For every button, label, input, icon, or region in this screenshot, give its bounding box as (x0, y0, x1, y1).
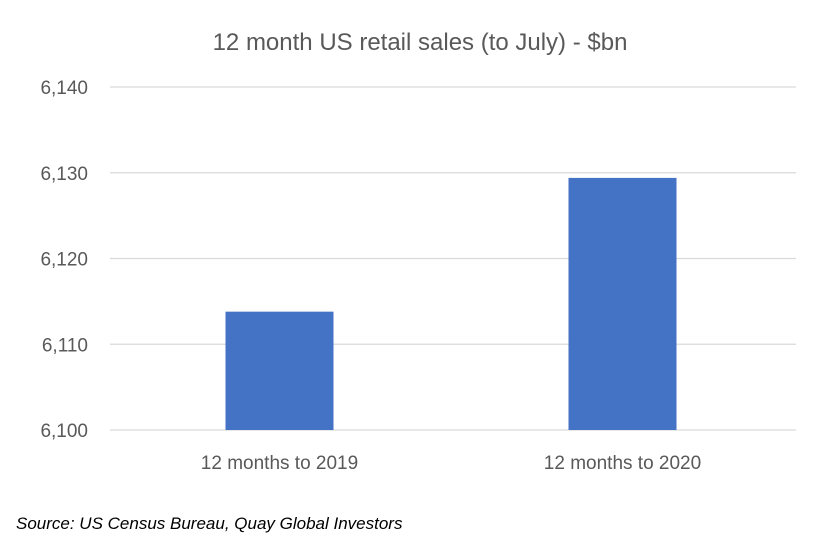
y-axis-ticks: 6,100 6,110 6,120 6,130 6,140 (40, 78, 88, 442)
gridlines (110, 86, 796, 431)
bar-chart: 12 month US retail sales (to July) - $bn… (40, 29, 796, 474)
bar (225, 311, 334, 430)
source-note: Source: US Census Bureau, Quay Global In… (16, 514, 403, 533)
x-axis-categories: 12 months to 2019 12 months to 2020 (201, 453, 701, 474)
y-tick-label: 6,140 (40, 78, 88, 99)
y-tick-label: 6,130 (40, 164, 88, 185)
y-tick-label: 6,120 (40, 250, 88, 271)
bar (568, 177, 677, 430)
x-category-label: 12 months to 2020 (544, 453, 701, 474)
y-tick-label: 6,110 (42, 335, 88, 356)
chart-title: 12 month US retail sales (to July) - $bn (213, 29, 628, 56)
y-tick-label: 6,100 (40, 421, 88, 442)
bars (225, 177, 677, 430)
x-category-label: 12 months to 2019 (201, 453, 358, 474)
